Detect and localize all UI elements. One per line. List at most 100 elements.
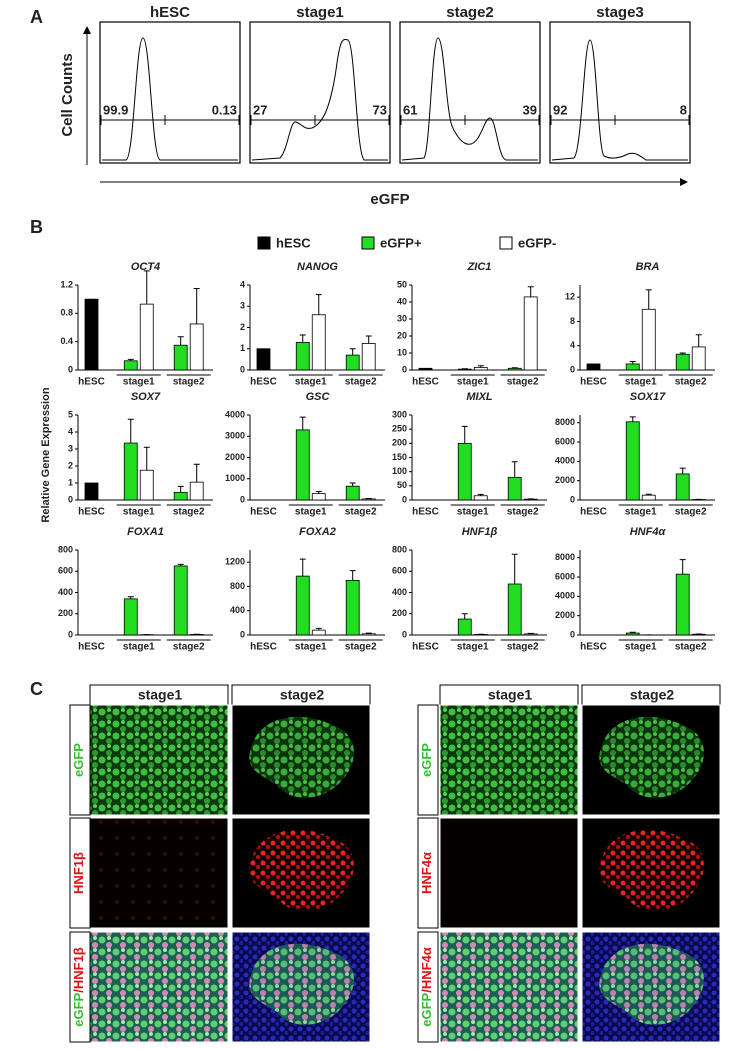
y-tick-label: 0 bbox=[240, 629, 245, 639]
plot-title: hESC bbox=[150, 4, 190, 21]
chart-title: OCT4 bbox=[131, 261, 160, 273]
y-tick-label: 1.2 bbox=[60, 279, 73, 289]
bar bbox=[675, 573, 690, 636]
histogram-frame bbox=[99, 21, 241, 164]
bar bbox=[507, 367, 522, 371]
gate-percent: 73 bbox=[373, 102, 387, 117]
x-tick-label: stage2 bbox=[675, 377, 707, 388]
x-tick-label: hESC bbox=[580, 507, 607, 518]
bar bbox=[84, 298, 99, 371]
histogram-frame bbox=[399, 21, 541, 164]
bar bbox=[139, 469, 154, 501]
y-tick-label: 2 bbox=[240, 322, 245, 332]
bar bbox=[457, 442, 472, 501]
x-tick-label: stage1 bbox=[625, 507, 657, 518]
x-tick-label: stage1 bbox=[123, 377, 155, 388]
row-label-part: /HNF1β bbox=[71, 947, 86, 993]
y-tick-label: 0 bbox=[240, 364, 245, 374]
y-tick-label: 200 bbox=[58, 608, 73, 618]
row-label: HNF1β bbox=[71, 852, 86, 894]
x-tick-label: hESC bbox=[250, 642, 277, 653]
bar bbox=[311, 314, 326, 371]
x-tick-label: hESC bbox=[78, 642, 105, 653]
x-tick-label: stage1 bbox=[295, 642, 327, 653]
cell-cluster bbox=[599, 829, 704, 911]
gate-percent: 61 bbox=[403, 102, 417, 117]
y-tick-label: 8000 bbox=[555, 552, 575, 562]
error-bar bbox=[679, 559, 686, 575]
error-bar bbox=[365, 632, 372, 634]
x-tick-label: hESC bbox=[412, 507, 439, 518]
panel-label: C bbox=[30, 679, 43, 699]
x-tick-label: stage2 bbox=[507, 642, 539, 653]
y-tick-label: 800 bbox=[230, 581, 245, 591]
y-tick-label: 12 bbox=[565, 292, 575, 302]
y-tick-label: 50 bbox=[397, 480, 407, 490]
bar bbox=[625, 632, 640, 636]
histogram-curve bbox=[102, 37, 238, 161]
x-tick-label: stage1 bbox=[123, 642, 155, 653]
error-bar bbox=[527, 632, 534, 634]
error-bar bbox=[629, 631, 636, 634]
y-tick-label: 0 bbox=[402, 629, 407, 639]
chart-title: ZIC1 bbox=[467, 261, 492, 273]
bar bbox=[123, 360, 138, 371]
row-label: eGFP/HNF1β bbox=[71, 947, 86, 1027]
bar bbox=[641, 308, 656, 371]
error-bar bbox=[127, 418, 134, 444]
error-bar bbox=[299, 416, 306, 430]
bar bbox=[189, 481, 204, 501]
y-tick-label: 30 bbox=[397, 313, 407, 323]
bar bbox=[173, 344, 188, 371]
panel-label: B bbox=[30, 217, 43, 237]
y-tick-label: 600 bbox=[58, 566, 73, 576]
error-bar bbox=[349, 570, 356, 581]
histogram-curve bbox=[551, 39, 688, 161]
legend-swatch bbox=[361, 236, 375, 250]
y-tick-label: 0.8 bbox=[60, 308, 73, 318]
bar bbox=[123, 442, 138, 501]
row-label: eGFP bbox=[71, 743, 86, 777]
bar bbox=[295, 429, 310, 501]
y-axis-label: Cell Counts bbox=[59, 53, 76, 136]
chart-title: SOX17 bbox=[630, 391, 666, 403]
y-tick-label: 2 bbox=[68, 460, 73, 470]
error-bar bbox=[193, 463, 200, 483]
bar bbox=[691, 346, 706, 371]
y-tick-label: 800 bbox=[392, 544, 407, 554]
row-label-part: HNF1β bbox=[71, 852, 86, 894]
panel-label: A bbox=[30, 7, 43, 27]
error-bar bbox=[461, 425, 468, 444]
error-bar bbox=[143, 446, 150, 471]
micrograph bbox=[89, 931, 229, 1043]
bar bbox=[139, 303, 154, 371]
y-tick-label: 40 bbox=[397, 296, 407, 306]
gate-percent: 27 bbox=[253, 102, 267, 117]
y-tick-label: 1 bbox=[240, 343, 245, 353]
x-tick-label: hESC bbox=[580, 642, 607, 653]
histogram-curve bbox=[401, 37, 538, 161]
y-tick-label: 400 bbox=[392, 587, 407, 597]
chart-title: BRA bbox=[636, 261, 660, 273]
legend-swatch bbox=[257, 236, 271, 250]
histogram-frame bbox=[549, 21, 691, 164]
cell-cluster bbox=[599, 716, 704, 798]
bar bbox=[173, 565, 188, 636]
error-bar bbox=[193, 288, 200, 324]
column-header: stage2 bbox=[630, 687, 675, 703]
x-tick-label: stage2 bbox=[507, 507, 539, 518]
error-bar bbox=[177, 336, 184, 346]
y-tick-label: 250 bbox=[392, 424, 407, 434]
y-tick-label: 6000 bbox=[555, 571, 575, 581]
row-label: eGFP/HNF4α bbox=[419, 947, 434, 1027]
row-label: HNF4α bbox=[419, 852, 434, 894]
cell-cluster bbox=[599, 943, 704, 1025]
x-tick-label: stage2 bbox=[507, 377, 539, 388]
legend-label: hESC bbox=[276, 235, 311, 250]
plot-title: stage1 bbox=[296, 4, 344, 21]
error-bar bbox=[143, 270, 150, 305]
y-tick-label: 4000 bbox=[555, 456, 575, 466]
x-tick-label: stage1 bbox=[295, 507, 327, 518]
y-tick-label: 4 bbox=[68, 426, 73, 436]
